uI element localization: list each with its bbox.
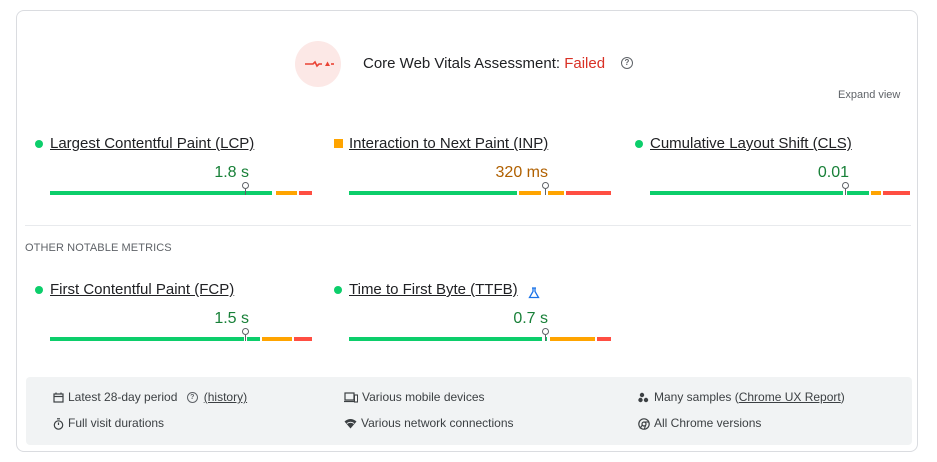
help-icon[interactable]: ?: [186, 392, 198, 404]
stopwatch-icon: [53, 418, 64, 430]
expand-view-button[interactable]: Expand view: [838, 89, 901, 101]
good-status-icon: [35, 140, 43, 148]
value-marker: [542, 328, 549, 341]
value-marker: [542, 182, 549, 195]
metric-lcp-distribution-bar: [50, 182, 312, 195]
assessment-title: Core Web Vitals Assessment: Failed: [363, 55, 605, 72]
metric-lcp: Largest Contentful Paint (LCP) 1.8 s: [35, 135, 312, 195]
metric-inp-value: 320 ms: [495, 164, 548, 181]
metric-fcp-link[interactable]: First Contentful Paint (FCP): [50, 281, 235, 298]
chrome-versions-label: All Chrome versions: [654, 416, 762, 430]
value-marker: [242, 328, 249, 341]
good-status-icon: [635, 140, 643, 148]
metric-fcp: First Contentful Paint (FCP) 1.5 s: [35, 281, 312, 341]
history-link[interactable]: (history): [203, 390, 248, 404]
metric-cls-distribution-bar: [650, 182, 912, 195]
devices-icon: [344, 392, 358, 403]
people-group-icon: [638, 393, 649, 403]
metric-cls-link[interactable]: Cumulative Layout Shift (CLS): [650, 135, 852, 152]
visit-duration-label: Full visit durations: [68, 416, 165, 430]
metric-cls: Cumulative Layout Shift (CLS) 0.01: [635, 135, 910, 195]
cwv-card: Core Web Vitals Assessment: Failed ? Exp…: [16, 10, 918, 452]
metric-lcp-value: 1.8 s: [214, 164, 249, 181]
metric-ttfb-distribution-bar: [349, 328, 611, 341]
chrome-versions-item: All Chrome versions: [638, 416, 761, 430]
help-icon[interactable]: ?: [621, 57, 633, 69]
metric-inp-distribution-bar: [349, 182, 611, 195]
period-label: Latest 28-day period: [68, 390, 178, 404]
value-marker: [842, 182, 849, 195]
devices-label: Various mobile devices: [362, 390, 485, 404]
metric-fcp-value: 1.5 s: [214, 310, 249, 327]
wifi-icon: [344, 419, 357, 429]
metric-lcp-link[interactable]: Largest Contentful Paint (LCP): [50, 135, 255, 152]
needs-improvement-status-icon: [334, 139, 343, 148]
good-status-icon: [334, 286, 342, 294]
network-item: Various network connections: [344, 416, 514, 430]
samples-prefix: Many samples (: [654, 390, 739, 404]
chrome-ux-report-link[interactable]: Chrome UX Report: [738, 390, 841, 404]
devices-item: Various mobile devices: [344, 390, 485, 404]
visit-duration-item: Full visit durations: [53, 416, 164, 430]
metric-inp: Interaction to Next Paint (INP) 320 ms: [334, 135, 611, 195]
samples-suffix: ): [840, 390, 845, 404]
assessment-status: Failed: [564, 55, 606, 72]
metric-ttfb: Time to First Byte (TTFB) 0.7 s: [334, 281, 611, 341]
metric-ttfb-value: 0.7 s: [513, 310, 548, 327]
calendar-icon: [53, 392, 64, 403]
network-label: Various network connections: [361, 416, 514, 430]
pulse-icon: [305, 60, 334, 68]
chrome-logo-icon: [638, 418, 650, 430]
other-metrics-heading: OTHER NOTABLE METRICS: [25, 242, 172, 254]
samples-item: Many samples (Chrome UX Report): [638, 390, 845, 404]
period-item: Latest 28-day period ? (history): [53, 390, 247, 404]
metric-cls-value: 0.01: [817, 164, 849, 181]
metric-ttfb-link[interactable]: Time to First Byte (TTFB): [349, 281, 518, 298]
metric-fcp-distribution-bar: [50, 328, 312, 341]
metric-inp-link[interactable]: Interaction to Next Paint (INP): [349, 135, 549, 152]
good-status-icon: [35, 286, 43, 294]
lab-flask-icon[interactable]: [528, 287, 540, 299]
assessment-title-prefix: Core Web Vitals Assessment:: [363, 55, 565, 72]
assessment-badge: [295, 41, 341, 87]
report-metadata-footer: Latest 28-day period ? (history) Full vis…: [26, 377, 912, 445]
value-marker: [242, 182, 249, 195]
section-divider: [25, 225, 911, 226]
